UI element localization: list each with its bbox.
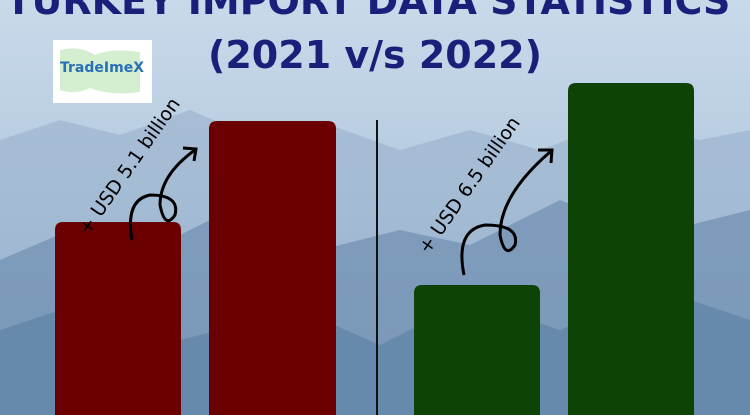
bar-2022-right	[568, 83, 694, 415]
bar-2021-left	[55, 222, 181, 415]
mountains-front	[0, 290, 750, 415]
bar-2022-left	[209, 121, 336, 415]
subtitle: (2021 v/s 2022)	[208, 33, 542, 77]
bar-2021-right	[414, 285, 540, 415]
logo-map	[60, 48, 140, 94]
arrow-head	[538, 148, 554, 164]
title: TURKEY IMPORT DATA STATISTICS	[6, 0, 731, 23]
logo-text: TradeImeX	[60, 60, 144, 76]
curly-arrow	[460, 150, 551, 276]
arrow-head	[182, 146, 198, 162]
curly-arrow	[129, 148, 196, 241]
